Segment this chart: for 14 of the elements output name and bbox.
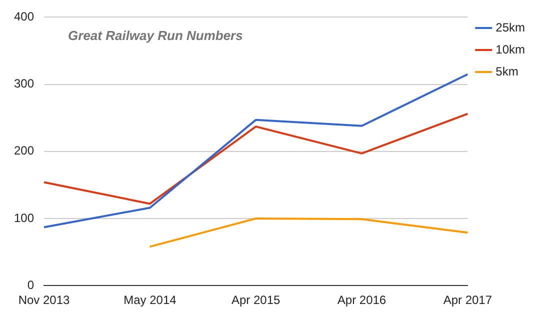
x-tick-label: Apr 2017 (443, 293, 492, 308)
y-tick-label: 300 (14, 76, 34, 91)
legend-label: 5km (496, 64, 518, 78)
legend-label: 10km (496, 42, 526, 56)
y-tick-label: 400 (14, 10, 34, 24)
y-tick-label: 100 (14, 210, 34, 225)
x-tick-label: May 2014 (124, 293, 177, 308)
text: Great Railway Run Numbers (68, 28, 243, 43)
x-tick-label: Nov 2013 (18, 293, 70, 308)
x-tick-label: Apr 2015 (231, 293, 281, 308)
y-tick-label: 200 (14, 144, 34, 158)
x-tick-label: Apr 2016 (337, 293, 386, 308)
y-tick-label: 0 (27, 278, 34, 292)
legend-label: 25km (496, 20, 526, 34)
